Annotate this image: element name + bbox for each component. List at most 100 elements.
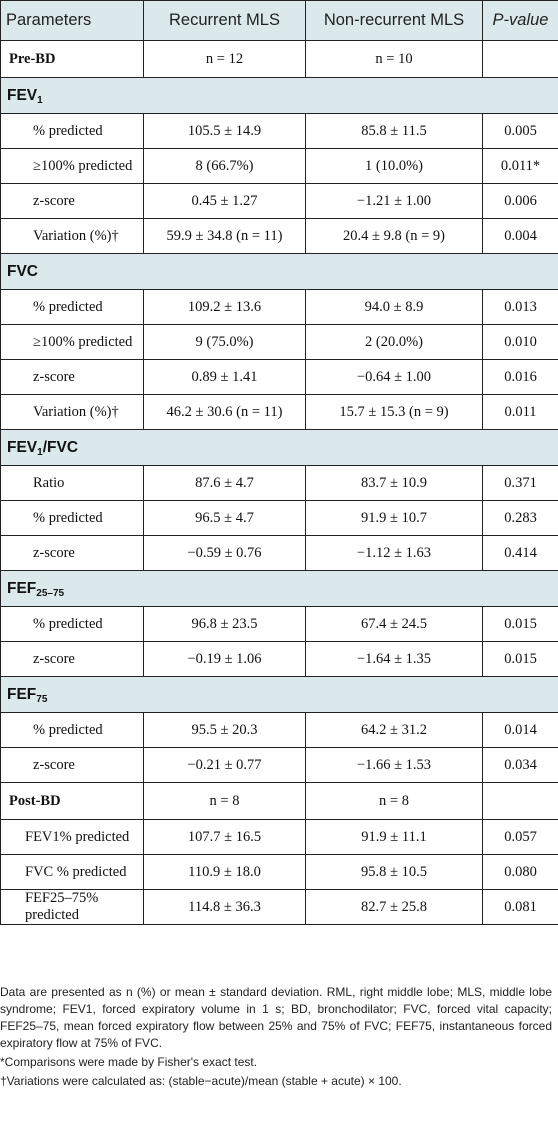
non-recurrent-value: 20.4 ± 9.8 (n = 9) bbox=[305, 218, 483, 254]
section-label: FEV1 bbox=[0, 77, 558, 114]
non-recurrent-value: n = 8 bbox=[305, 782, 483, 820]
row-label: z-score bbox=[0, 747, 144, 783]
p-value: 0.057 bbox=[482, 819, 558, 855]
footnotes: Data are presented as n (%) or mean ± st… bbox=[0, 984, 552, 1090]
table-row: FVC % predicted 110.9 ± 18.0 95.8 ± 10.5 0.… bbox=[0, 854, 558, 890]
non-recurrent-value: 95.8 ± 10.5 bbox=[305, 854, 483, 890]
recurrent-value: n = 8 bbox=[143, 782, 306, 820]
section-label: FEF25–75 bbox=[0, 570, 558, 607]
header-p-value: P-value bbox=[482, 0, 558, 41]
row-label: % predicted bbox=[0, 712, 144, 748]
header-non-recurrent: Non-recurrent MLS bbox=[305, 0, 483, 41]
non-recurrent-value: 85.8 ± 11.5 bbox=[305, 113, 483, 149]
section-row: FEV1 bbox=[0, 77, 558, 114]
non-recurrent-value: −1.21 ± 1.00 bbox=[305, 183, 483, 219]
non-recurrent-value: n = 10 bbox=[305, 40, 483, 78]
p-value: 0.011 bbox=[482, 394, 558, 430]
recurrent-value: −0.59 ± 0.76 bbox=[143, 535, 306, 571]
recurrent-value: −0.19 ± 1.06 bbox=[143, 641, 306, 677]
table-row: z-score 0.89 ± 1.41 −0.64 ± 1.00 0.016 bbox=[0, 359, 558, 395]
recurrent-value: 107.7 ± 16.5 bbox=[143, 819, 306, 855]
header-parameters: Parameters bbox=[0, 0, 144, 41]
p-value: 0.283 bbox=[482, 500, 558, 536]
row-label: z-score bbox=[0, 359, 144, 395]
p-value: 0.015 bbox=[482, 641, 558, 677]
row-label: % predicted bbox=[0, 500, 144, 536]
recurrent-value: 0.89 ± 1.41 bbox=[143, 359, 306, 395]
non-recurrent-value: 91.9 ± 10.7 bbox=[305, 500, 483, 536]
p-value: 0.004 bbox=[482, 218, 558, 254]
row-label: Variation (%)† bbox=[0, 218, 144, 254]
p-value: 0.014 bbox=[482, 712, 558, 748]
section-row: FEF25–75 bbox=[0, 570, 558, 607]
table-row: z-score −0.19 ± 1.06 −1.64 ± 1.35 0.015 bbox=[0, 641, 558, 677]
recurrent-value: 95.5 ± 20.3 bbox=[143, 712, 306, 748]
table-row: ≥100% predicted 9 (75.0%) 2 (20.0%) 0.010 bbox=[0, 324, 558, 360]
non-recurrent-value: −1.66 ± 1.53 bbox=[305, 747, 483, 783]
table-row: z-score −0.21 ± 0.77 −1.66 ± 1.53 0.034 bbox=[0, 747, 558, 783]
non-recurrent-value: −1.64 ± 1.35 bbox=[305, 641, 483, 677]
section-label: FVC bbox=[0, 253, 558, 290]
footnote-abbreviations: Data are presented as n (%) or mean ± st… bbox=[0, 985, 552, 1050]
section-row: FEF75 bbox=[0, 676, 558, 713]
p-value: 0.006 bbox=[482, 183, 558, 219]
table-row: % predicted 95.5 ± 20.3 64.2 ± 31.2 0.014 bbox=[0, 712, 558, 748]
recurrent-value: 87.6 ± 4.7 bbox=[143, 465, 306, 501]
row-label: ≥100% predicted bbox=[0, 324, 144, 360]
non-recurrent-value: 1 (10.0%) bbox=[305, 148, 483, 184]
row-label: % predicted bbox=[0, 289, 144, 325]
row-label: z-score bbox=[0, 641, 144, 677]
table-row: Variation (%)† 59.9 ± 34.8 (n = 11) 20.4 ±… bbox=[0, 218, 558, 254]
recurrent-value: 59.9 ± 34.8 (n = 11) bbox=[143, 218, 306, 254]
recurrent-value: 105.5 ± 14.9 bbox=[143, 113, 306, 149]
non-recurrent-value: 2 (20.0%) bbox=[305, 324, 483, 360]
table-row: % predicted 105.5 ± 14.9 85.8 ± 11.5 0.005 bbox=[0, 113, 558, 149]
recurrent-value: 114.8 ± 36.3 bbox=[143, 889, 306, 925]
row-label: % predicted bbox=[0, 606, 144, 642]
non-recurrent-value: 15.7 ± 15.3 (n = 9) bbox=[305, 394, 483, 430]
row-label: FEV1% predicted bbox=[0, 819, 144, 855]
row-label: z-score bbox=[0, 535, 144, 571]
row-label: Ratio bbox=[0, 465, 144, 501]
recurrent-value: n = 12 bbox=[143, 40, 306, 78]
non-recurrent-value: −0.64 ± 1.00 bbox=[305, 359, 483, 395]
table-row: % predicted 96.5 ± 4.7 91.9 ± 10.7 0.283 bbox=[0, 500, 558, 536]
header-row: Parameters Recurrent MLS Non-recurrent M… bbox=[0, 0, 558, 41]
section-label: FEV1/FVC bbox=[0, 429, 558, 466]
non-recurrent-value: −1.12 ± 1.63 bbox=[305, 535, 483, 571]
table-row: FEV1% predicted 107.7 ± 16.5 91.9 ± 11.1 0.… bbox=[0, 819, 558, 855]
section-row: FVC bbox=[0, 253, 558, 290]
p-value: 0.015 bbox=[482, 606, 558, 642]
row-label: FEF25–75% predicted bbox=[0, 889, 144, 925]
p-value: 0.080 bbox=[482, 854, 558, 890]
row-label: z-score bbox=[0, 183, 144, 219]
row-label: ≥100% predicted bbox=[0, 148, 144, 184]
table-row: ≥100% predicted 8 (66.7%) 1 (10.0%) 0.011* bbox=[0, 148, 558, 184]
recurrent-value: 8 (66.7%) bbox=[143, 148, 306, 184]
group-row: Pre-BD n = 12 n = 10 bbox=[0, 40, 558, 78]
p-value: 0.005 bbox=[482, 113, 558, 149]
footnote-variation: †Variations were calculated as: (stable−… bbox=[0, 1074, 402, 1088]
non-recurrent-value: 94.0 ± 8.9 bbox=[305, 289, 483, 325]
row-label: Pre-BD bbox=[0, 40, 144, 78]
row-label: FVC % predicted bbox=[0, 854, 144, 890]
p-value: 0.371 bbox=[482, 465, 558, 501]
p-value: 0.081 bbox=[482, 889, 558, 925]
non-recurrent-value: 91.9 ± 11.1 bbox=[305, 819, 483, 855]
recurrent-value: 46.2 ± 30.6 (n = 11) bbox=[143, 394, 306, 430]
p-value: 0.016 bbox=[482, 359, 558, 395]
non-recurrent-value: 83.7 ± 10.9 bbox=[305, 465, 483, 501]
recurrent-value: 0.45 ± 1.27 bbox=[143, 183, 306, 219]
recurrent-value: 109.2 ± 13.6 bbox=[143, 289, 306, 325]
row-label: Post-BD bbox=[0, 782, 144, 820]
p-value: 0.013 bbox=[482, 289, 558, 325]
recurrent-value: 110.9 ± 18.0 bbox=[143, 854, 306, 890]
section-row: FEV1/FVC bbox=[0, 429, 558, 466]
p-value bbox=[482, 40, 558, 78]
recurrent-value: 96.8 ± 23.5 bbox=[143, 606, 306, 642]
p-value bbox=[482, 782, 558, 820]
recurrent-value: −0.21 ± 0.77 bbox=[143, 747, 306, 783]
header-recurrent: Recurrent MLS bbox=[143, 0, 306, 41]
p-value: 0.034 bbox=[482, 747, 558, 783]
